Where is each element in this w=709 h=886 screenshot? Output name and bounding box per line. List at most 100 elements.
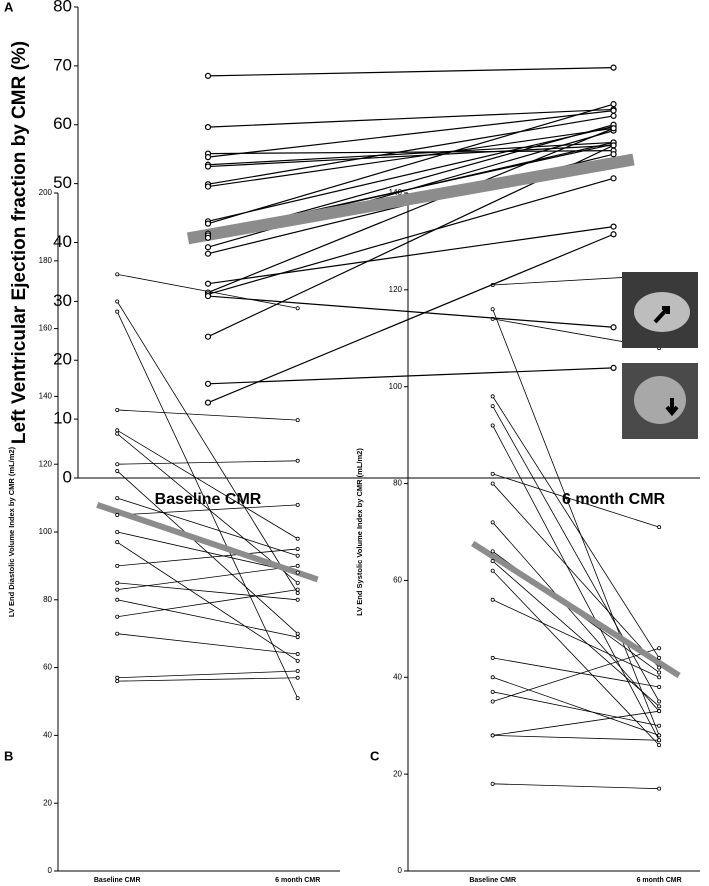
patient-line xyxy=(207,177,614,295)
patient-line xyxy=(492,396,660,659)
data-point xyxy=(115,299,120,304)
data-point xyxy=(115,563,120,568)
y-tick-label: 20 xyxy=(393,769,402,778)
data-point xyxy=(295,652,300,657)
data-point xyxy=(657,743,662,748)
data-point xyxy=(610,324,617,331)
panel-label: A xyxy=(4,0,14,14)
data-point xyxy=(115,530,120,535)
data-point xyxy=(610,223,617,230)
data-point xyxy=(204,250,212,257)
panel-label: C xyxy=(370,748,380,763)
data-point xyxy=(295,587,300,592)
y-tick-label: 120 xyxy=(39,459,53,468)
patient-line xyxy=(117,429,298,540)
data-point xyxy=(115,614,120,619)
panel: B LV End Diastolic Volume Index by CMR (m… xyxy=(4,188,340,884)
data-point xyxy=(490,733,495,738)
data-point xyxy=(657,684,662,689)
patient-line xyxy=(117,670,298,679)
y-tick-label: 120 xyxy=(389,285,403,294)
y-tick-label: 50 xyxy=(53,173,72,192)
patient-line xyxy=(207,367,614,385)
data-point xyxy=(490,597,495,602)
data-point xyxy=(610,64,617,71)
data-point xyxy=(204,72,212,79)
data-point xyxy=(204,333,212,340)
data-point xyxy=(490,404,495,409)
patient-line xyxy=(207,125,614,222)
patient-line xyxy=(207,141,614,166)
data-point xyxy=(115,431,120,436)
data-point xyxy=(295,306,300,311)
x-tick-label: 6 month CMR xyxy=(637,877,682,884)
x-tick-label: Baseline CMR xyxy=(155,491,262,508)
patient-line xyxy=(116,433,298,584)
data-point xyxy=(295,580,300,585)
patient-line xyxy=(492,657,660,688)
y-tick-label: 40 xyxy=(393,672,402,681)
y-tick-label: 70 xyxy=(53,55,72,74)
patient-line xyxy=(492,473,660,528)
patient-line xyxy=(207,110,614,158)
patient-line xyxy=(207,144,614,168)
data-point xyxy=(204,244,212,251)
data-point xyxy=(115,407,120,412)
patient-line xyxy=(117,460,298,465)
patient-line xyxy=(492,783,660,790)
patient-line xyxy=(492,647,660,702)
patient-line xyxy=(117,633,298,655)
x-tick-label: Baseline CMR xyxy=(469,877,516,884)
y-tick-label: 20 xyxy=(53,350,72,369)
y-tick-label: 200 xyxy=(39,188,53,197)
data-point xyxy=(490,781,495,786)
mean-line xyxy=(186,153,635,245)
data-point xyxy=(295,536,300,541)
data-point xyxy=(115,540,120,545)
inset-shape xyxy=(634,376,686,424)
data-point xyxy=(115,272,120,277)
data-point xyxy=(657,723,662,728)
data-point xyxy=(115,679,120,684)
data-point xyxy=(610,125,617,132)
x-tick-label: 6 month CMR xyxy=(562,491,666,508)
data-point xyxy=(490,481,495,486)
data-point xyxy=(295,668,300,673)
patient-line xyxy=(117,565,298,591)
data-point xyxy=(295,675,300,680)
y-tick-label: 60 xyxy=(53,114,72,133)
data-point xyxy=(657,733,662,738)
data-point xyxy=(204,380,212,387)
patient-line xyxy=(207,295,614,328)
data-point xyxy=(115,428,120,433)
y-tick-label: 80 xyxy=(53,0,72,15)
patient-line xyxy=(492,676,660,736)
data-point xyxy=(610,151,617,158)
data-point xyxy=(295,570,300,575)
y-tick-label: 60 xyxy=(43,663,52,672)
data-point xyxy=(657,738,662,743)
patient-line xyxy=(117,497,298,557)
data-point xyxy=(115,631,120,636)
y-tick-label: 40 xyxy=(43,731,52,740)
y-tick-label: 180 xyxy=(39,256,53,265)
data-point xyxy=(295,658,300,663)
data-point xyxy=(610,107,617,114)
data-point xyxy=(490,559,495,564)
data-point xyxy=(295,563,300,568)
mean-line xyxy=(471,540,681,679)
data-point xyxy=(295,553,300,558)
mri-inset xyxy=(622,272,698,439)
data-point xyxy=(115,496,120,501)
y-tick-label: 30 xyxy=(53,291,72,310)
data-point xyxy=(204,154,212,161)
y-axis-title: Left Ventricular Ejection fraction by CM… xyxy=(9,41,30,444)
patient-line xyxy=(117,548,298,567)
data-point xyxy=(204,399,212,406)
data-point xyxy=(490,655,495,660)
data-point xyxy=(490,307,495,312)
data-point xyxy=(295,546,300,551)
patient-line xyxy=(492,710,660,736)
y-tick-label: 20 xyxy=(43,798,52,807)
patient-line xyxy=(117,409,298,421)
